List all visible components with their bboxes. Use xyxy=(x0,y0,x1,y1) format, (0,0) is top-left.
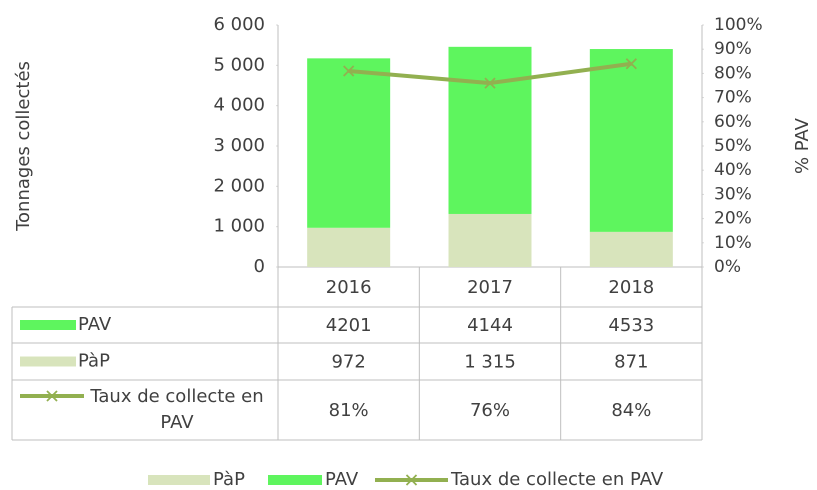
table-cell: 4201 xyxy=(326,315,372,336)
legend-label: PàP xyxy=(213,469,245,490)
table-row-label-box: Taux de collecte en PAV xyxy=(90,386,264,433)
y-tick-label: 5 000 xyxy=(213,54,265,75)
y-tick-label: 1 000 xyxy=(213,216,265,237)
line-marker xyxy=(484,77,496,89)
y2-tick-label: 90% xyxy=(714,39,752,59)
y2-tick-label: 50% xyxy=(714,136,752,156)
line-marker xyxy=(625,58,637,70)
y2-tick-label: 30% xyxy=(714,184,752,204)
table-cell: 4533 xyxy=(608,315,654,336)
y2-tick-label: 100% xyxy=(714,15,763,35)
y2-ticks: 0% 10% 20% 30% 40% 50% 60% 70% 80% 90% 100% xyxy=(702,15,763,277)
y2-tick-label: 80% xyxy=(714,63,752,83)
x-tick-label: 2017 xyxy=(467,277,513,298)
y2-tick-label: 10% xyxy=(714,233,752,253)
legend-marker-part xyxy=(405,474,418,486)
bar xyxy=(307,58,391,228)
bar xyxy=(589,49,673,232)
table-cell: 1 315 xyxy=(464,352,516,373)
table-row-label: PàP xyxy=(78,351,110,372)
bar xyxy=(448,213,532,267)
y2-tick-label: 70% xyxy=(714,88,752,108)
table-cell: 871 xyxy=(614,352,648,373)
y-tick-label: 0 xyxy=(254,256,265,277)
table-row-label: PAV xyxy=(78,314,112,335)
legend-key xyxy=(268,475,322,485)
y-tick-label: 6 000 xyxy=(213,14,265,35)
line-marker-part xyxy=(484,77,496,89)
line-marker-part xyxy=(625,58,637,70)
bar xyxy=(448,46,532,214)
table-cell: 972 xyxy=(331,352,365,373)
bar xyxy=(589,231,673,267)
table-cell: 81% xyxy=(329,400,369,421)
table-row-label: Taux de collecte en PAV xyxy=(90,386,264,433)
x-tick-label: 2018 xyxy=(608,277,654,298)
table-legend-marker xyxy=(46,390,58,402)
y2-axis-label: % PAV xyxy=(792,117,813,174)
line-marker-part xyxy=(343,65,355,77)
y-axis-label: Tonnages collectés xyxy=(13,61,34,232)
table-cell: 4144 xyxy=(467,315,513,336)
table-legend-marker-part xyxy=(46,390,58,402)
table-cell: 84% xyxy=(611,400,651,421)
legend-label: PAV xyxy=(325,469,359,490)
y2-tick-label: 20% xyxy=(714,209,752,229)
table-legend-key xyxy=(20,320,76,330)
y2-tick-label: 60% xyxy=(714,112,752,132)
bar xyxy=(307,227,391,267)
y2-tick-label: 40% xyxy=(714,160,752,180)
legend-label: Taux de collecte en PAV xyxy=(450,469,664,490)
y2-tick-label: 0% xyxy=(714,257,741,277)
x-tick-label: 2016 xyxy=(326,277,372,298)
y-tick-label: 3 000 xyxy=(213,135,265,156)
y-tick-label: 2 000 xyxy=(213,175,265,196)
table-cell: 76% xyxy=(470,400,510,421)
legend-key xyxy=(148,475,210,485)
legend-marker xyxy=(405,474,418,486)
line-marker xyxy=(343,65,355,77)
table-legend-key xyxy=(20,356,76,367)
y-tick-label: 4 000 xyxy=(213,95,265,116)
